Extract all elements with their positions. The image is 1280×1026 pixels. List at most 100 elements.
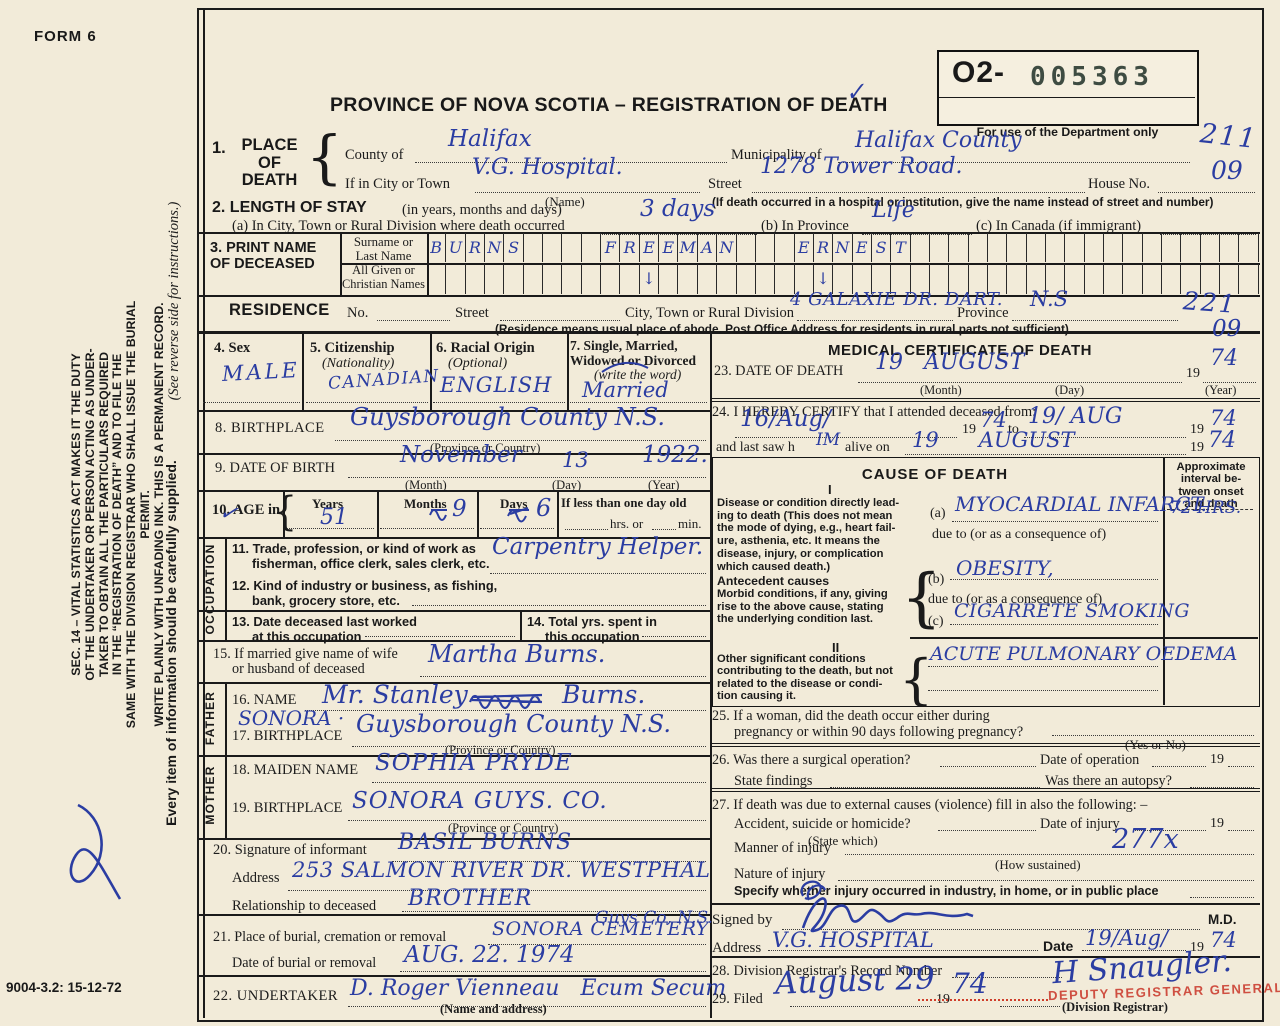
brace: { bbox=[901, 561, 942, 635]
dotted-line bbox=[845, 854, 1254, 855]
burial-place-label: 21. Place of burial, cremation or remova… bbox=[213, 929, 447, 945]
grid-cell bbox=[1104, 233, 1124, 262]
grid-cell bbox=[1162, 264, 1182, 294]
signed-date-value: 19/Aug/ bbox=[1085, 926, 1169, 950]
rule bbox=[197, 331, 1260, 334]
last-saw-yr: 74 bbox=[1208, 428, 1236, 453]
rule bbox=[1163, 457, 1165, 705]
grid-cell: E bbox=[853, 233, 872, 262]
dotted-line bbox=[838, 880, 1254, 881]
rule bbox=[377, 490, 379, 537]
s14-label-a: 14. Total yrs. spent in bbox=[527, 614, 657, 629]
rule bbox=[203, 8, 205, 1018]
filed-date-value: August 29 bbox=[774, 960, 936, 1002]
residence-street-label: Street bbox=[455, 305, 489, 321]
physician-signature bbox=[801, 897, 974, 933]
grid-cell: N bbox=[717, 233, 737, 262]
grid-cell: A bbox=[698, 233, 718, 262]
grid-cell bbox=[562, 264, 582, 294]
grid-cell bbox=[795, 264, 814, 294]
grid-cell bbox=[1046, 233, 1066, 262]
dotted-line bbox=[500, 320, 620, 321]
how-sustained-note: (How sustained) bbox=[995, 857, 1081, 872]
dotted-line bbox=[1052, 735, 1254, 736]
s6-sub: (Optional) bbox=[448, 356, 508, 371]
municipality-label: Municipality of bbox=[731, 147, 822, 163]
grid-cell: B bbox=[427, 233, 447, 262]
burial-over-note: Guys Co, N.S. bbox=[595, 908, 713, 928]
house-no-label: House No. bbox=[1088, 176, 1151, 192]
printed-19: 19 bbox=[962, 422, 976, 437]
roman-two: II bbox=[832, 640, 840, 655]
grid-cell bbox=[1046, 264, 1066, 294]
dotted-line bbox=[1000, 1006, 1060, 1007]
dotted-line bbox=[1190, 787, 1254, 788]
informant-addr-label: Address bbox=[232, 870, 280, 886]
s11-label-a: 11. Trade, profession, or kind of work a… bbox=[232, 541, 476, 556]
dotted-line bbox=[1203, 382, 1256, 383]
s26-label-d: Was there an autopsy? bbox=[1045, 773, 1172, 789]
rule bbox=[520, 610, 522, 640]
margin-every-item: Every item of information should be care… bbox=[163, 460, 179, 826]
residence-label: RESIDENCE bbox=[229, 301, 330, 319]
s13-label-b: at this occupation bbox=[252, 629, 362, 644]
given-names-label: All Given or Christian Names bbox=[342, 263, 425, 291]
rule bbox=[710, 743, 1260, 744]
hw-code-211: 211 bbox=[1198, 118, 1260, 155]
s2-sub: (in years, months and days) bbox=[402, 202, 562, 218]
grid-cell: T bbox=[891, 233, 911, 262]
grid-cell bbox=[969, 264, 988, 294]
grid-cell: R bbox=[620, 233, 640, 262]
grid-cell bbox=[427, 264, 447, 294]
s25-label-a: 25. If a woman, did the death occur eith… bbox=[712, 708, 990, 724]
rule bbox=[197, 682, 710, 684]
rule bbox=[710, 788, 1260, 789]
day-note: (Day) bbox=[552, 478, 582, 492]
other-conditions-value: ACUTE PULMONARY OEDEMA bbox=[930, 643, 1238, 665]
dotted-line bbox=[797, 320, 953, 321]
registration-number-box bbox=[937, 50, 1199, 126]
rule bbox=[197, 490, 710, 492]
dotted-line bbox=[950, 579, 1158, 580]
manner-label: Manner of injury bbox=[734, 840, 831, 856]
rule bbox=[340, 263, 1260, 265]
last-saw-label-a: and last saw h bbox=[716, 440, 795, 455]
grid-cell bbox=[1143, 233, 1163, 262]
registration-serial-stamp: 005363 bbox=[1030, 62, 1154, 92]
antecedent-text: Morbid conditions, if any, giving rise t… bbox=[717, 588, 888, 626]
dotted-line bbox=[475, 192, 700, 193]
father-name-a: Mr. Stanley bbox=[322, 680, 468, 709]
ink-scribble bbox=[429, 509, 447, 521]
dotted-line bbox=[1158, 192, 1255, 193]
division-registrar-note: (Division Registrar) bbox=[1062, 1000, 1168, 1014]
dotted-line bbox=[352, 746, 706, 747]
grid-cell bbox=[775, 264, 795, 294]
cause-title: CAUSE OF DEATH bbox=[861, 466, 1009, 483]
s1-number: 1. bbox=[212, 139, 226, 157]
grid-cell: F bbox=[601, 233, 621, 262]
death-year-value: 74 bbox=[1210, 346, 1238, 371]
rule bbox=[197, 453, 710, 455]
grid-cell: E bbox=[795, 233, 814, 262]
s13-label-a: 13. Date deceased last worked bbox=[232, 614, 417, 629]
grid-cell bbox=[1123, 233, 1143, 262]
father-bp-label: 17. BIRTHPLACE bbox=[232, 728, 343, 744]
dotted-line bbox=[1228, 766, 1254, 767]
manner-hw-value: 277x bbox=[1112, 824, 1179, 855]
red-dotted-line bbox=[918, 999, 1048, 1001]
hw-code-09: 09 bbox=[1211, 156, 1243, 185]
grid-cell bbox=[466, 264, 486, 294]
dotted-line bbox=[952, 521, 1158, 522]
hospital-note: (If death occurred in a hospital or inst… bbox=[712, 195, 1214, 209]
month-note: (Month) bbox=[920, 383, 962, 397]
birth-month: November bbox=[400, 442, 522, 468]
state-which-note: (State which) bbox=[808, 833, 878, 848]
name-note: (Name) bbox=[545, 194, 585, 209]
registration-prefix: O2- bbox=[952, 56, 1006, 89]
dotted-line bbox=[600, 234, 757, 235]
grid-cell bbox=[930, 264, 950, 294]
dotted-line bbox=[392, 861, 706, 862]
grid-cell: R bbox=[466, 233, 486, 262]
residence-city-value: 4 GALAXIE DR. DART. bbox=[790, 289, 1003, 310]
margin-see-reverse: (See reverse side for instructions.) bbox=[166, 201, 182, 401]
